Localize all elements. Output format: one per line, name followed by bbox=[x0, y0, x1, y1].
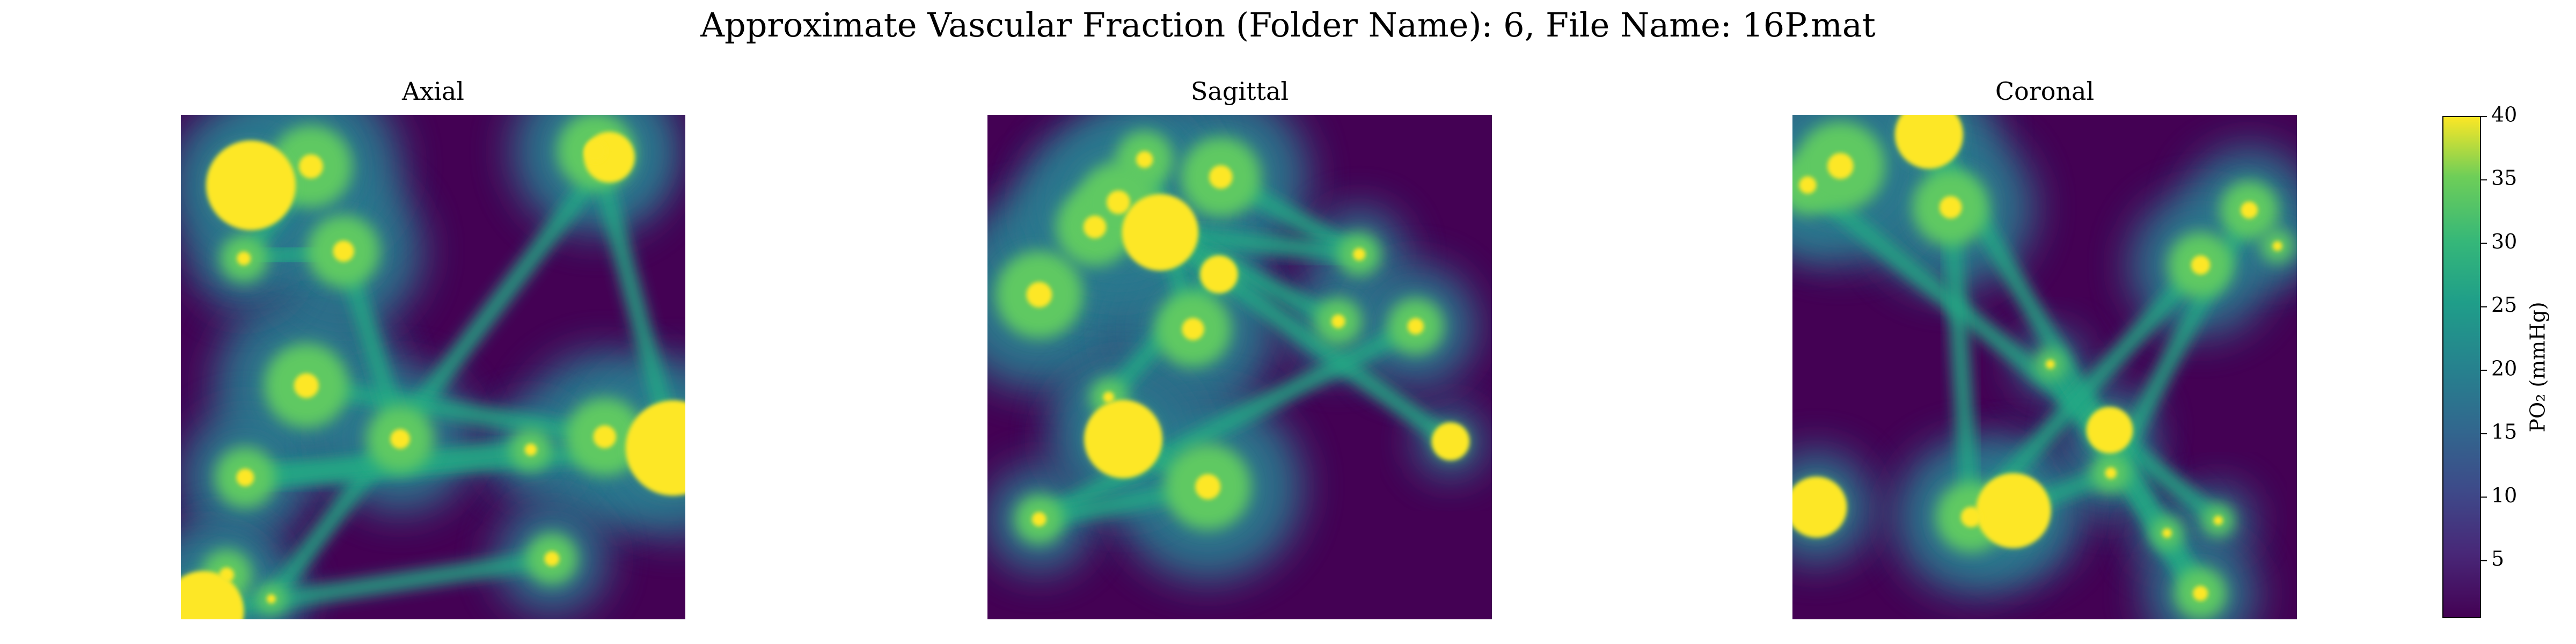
core bbox=[1407, 318, 1424, 335]
core bbox=[181, 571, 244, 619]
core bbox=[524, 443, 537, 456]
vessel bbox=[263, 149, 618, 607]
core bbox=[1792, 477, 1847, 538]
core bbox=[2191, 255, 2211, 275]
core bbox=[1103, 391, 1114, 403]
colorbar-tick-label: 15 bbox=[2491, 420, 2517, 444]
core bbox=[1799, 176, 1817, 194]
heatmap-image bbox=[1792, 115, 2297, 619]
core bbox=[206, 140, 296, 230]
vessel bbox=[587, 143, 682, 456]
core bbox=[1200, 255, 1238, 294]
core bbox=[584, 140, 607, 163]
core bbox=[1026, 282, 1052, 308]
core bbox=[1827, 152, 1854, 179]
vessel bbox=[1031, 318, 1424, 528]
core bbox=[2105, 467, 2117, 479]
colorbar-tick-label: 35 bbox=[2491, 166, 2517, 190]
colorbar-tick-label: 5 bbox=[2491, 547, 2504, 570]
colorbar: 5 10 15 20 25 30 35 40 PO₂ (mmHg) bbox=[2442, 103, 2550, 618]
colorbar-label: PO₂ (mmHg) bbox=[2526, 302, 2550, 432]
core bbox=[1122, 194, 1198, 271]
core bbox=[1331, 314, 1345, 328]
colorbar-tick-label: 10 bbox=[2491, 484, 2517, 507]
heatmap-image bbox=[987, 115, 1492, 619]
core bbox=[1939, 196, 1962, 219]
core bbox=[2086, 407, 2133, 453]
vessel bbox=[1942, 199, 1979, 525]
core bbox=[1209, 165, 1233, 189]
core bbox=[294, 373, 319, 398]
core bbox=[1195, 474, 1221, 500]
core bbox=[1083, 215, 1107, 239]
core bbox=[267, 594, 276, 604]
panel-title: Axial bbox=[401, 77, 464, 106]
core bbox=[2213, 516, 2223, 525]
core bbox=[1895, 115, 1963, 169]
core bbox=[544, 551, 560, 567]
core bbox=[390, 429, 411, 449]
colorbar-tick-label: 30 bbox=[2491, 230, 2517, 253]
core bbox=[2241, 201, 2258, 219]
core bbox=[2272, 241, 2282, 251]
colorbar-tick-label: 40 bbox=[2491, 103, 2517, 127]
core bbox=[1182, 318, 1204, 340]
core bbox=[1084, 400, 1162, 478]
panels: Axial Sagittal Coronal bbox=[181, 77, 2297, 619]
colorbar-gradient bbox=[2442, 116, 2481, 618]
colorbar-tick-label: 25 bbox=[2491, 293, 2517, 317]
core bbox=[625, 400, 685, 496]
core bbox=[1106, 190, 1130, 214]
figure-title: Approximate Vascular Fraction (Folder Na… bbox=[700, 5, 1876, 45]
panel-title: Coronal bbox=[1995, 77, 2094, 106]
core bbox=[1975, 473, 2051, 548]
core bbox=[236, 469, 254, 487]
core bbox=[2193, 586, 2208, 601]
core bbox=[1031, 512, 1046, 526]
core bbox=[2162, 528, 2172, 538]
core bbox=[1136, 151, 1153, 168]
core bbox=[298, 154, 323, 179]
core bbox=[237, 251, 251, 266]
core bbox=[593, 425, 617, 449]
panel-title: Sagittal bbox=[1191, 77, 1289, 106]
heatmap-image bbox=[181, 115, 685, 619]
core bbox=[333, 240, 354, 262]
vessel bbox=[298, 377, 613, 445]
core bbox=[1960, 507, 1982, 528]
colorbar-tick-label: 20 bbox=[2491, 356, 2517, 380]
core bbox=[2046, 360, 2055, 369]
core bbox=[1353, 248, 1366, 261]
core bbox=[1431, 422, 1470, 460]
vessel bbox=[1799, 177, 2227, 529]
